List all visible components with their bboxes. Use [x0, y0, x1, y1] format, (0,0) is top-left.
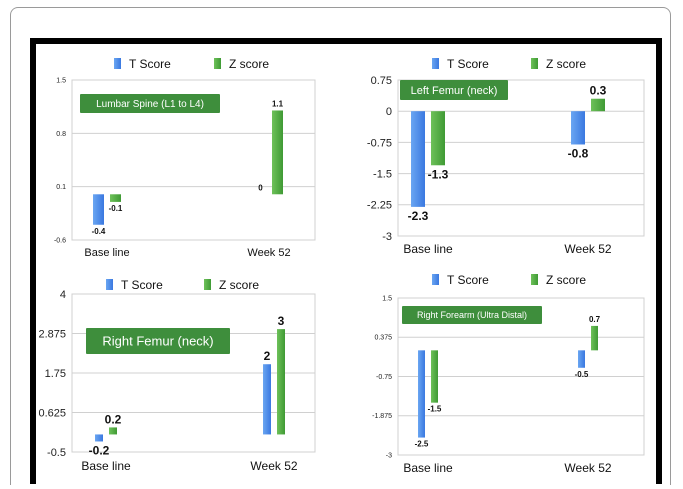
- chart-title: Right Forearm (Ultra Distal): [417, 310, 527, 320]
- chart-title-badge: [80, 94, 220, 113]
- t-score-bar-week52: [263, 364, 271, 435]
- data-label: -0.1: [109, 204, 123, 213]
- legend-label-t-score: T Score: [447, 273, 489, 287]
- x-category-label: Week 52: [247, 247, 290, 259]
- t-score-bar-baseline: [418, 350, 425, 438]
- y-tick-label: -1.5: [373, 168, 392, 180]
- legend-swatch-t-score: [432, 274, 439, 285]
- chart-title: Left Femur (neck): [411, 85, 498, 97]
- y-tick-label: 0.625: [38, 407, 66, 419]
- page-border: [10, 7, 671, 485]
- y-tick-label: 1.5: [382, 295, 392, 302]
- y-tick-label: -3: [386, 452, 392, 459]
- legend-swatch-z-score: [531, 274, 538, 285]
- y-tick-label: -1.875: [372, 413, 392, 420]
- legend-label-z-score: Z score: [229, 57, 269, 71]
- data-label: 1.1: [272, 99, 284, 108]
- chart-panel-3: 4 2.875 1.75 0.625 -0.5 T Score Z score -0.2 2 0.…: [38, 278, 316, 473]
- x-category-label: Base line: [84, 247, 129, 259]
- x-category-label: Base line: [81, 459, 131, 473]
- x-category-label: Base line: [403, 461, 453, 475]
- legend-label-t-score: T Score: [121, 278, 163, 292]
- y-tick-label: -0.5: [47, 447, 66, 459]
- t-score-bar-baseline: [411, 111, 425, 207]
- chart-title: Right Femur (neck): [102, 334, 213, 349]
- z-score-bar-baseline: [431, 111, 445, 166]
- legend-label-z-score: Z score: [546, 57, 586, 71]
- y-tick-label: 4: [60, 289, 66, 301]
- x-category-label: Week 52: [250, 459, 297, 473]
- chart-panel-4: 1.5 0.375 -0.75 -1.875 -3 T Score Z score -2.5 -…: [372, 273, 645, 475]
- legend-label-t-score: T Score: [447, 57, 489, 71]
- y-tick-label: -2.25: [367, 200, 392, 212]
- y-tick-label: -3: [382, 231, 392, 243]
- legend-label-t-score: T Score: [129, 57, 171, 71]
- chart-title: Lumbar Spine (L1 to L4): [96, 99, 204, 110]
- chart-title-badge: [86, 328, 230, 354]
- y-tick-label: 1.5: [56, 77, 66, 84]
- chart-panel-1: 1.5 0.8 0.1 -0.6 T Score Z score -0.4 0 -0.1 1.1 B…: [54, 57, 316, 259]
- y-tick-label: -0.75: [367, 137, 392, 149]
- y-tick-label: 0.8: [56, 131, 66, 138]
- chart-panel-2: 0.75 0 -0.75 -1.5 -2.25 -3 T Score Z score -2.3 -…: [367, 57, 645, 256]
- legend-label-z-score: Z score: [546, 273, 586, 287]
- t-score-bar-week52: [578, 350, 585, 368]
- legend-swatch-t-score: [114, 58, 121, 69]
- y-tick-label: 1.75: [45, 368, 66, 380]
- legend-swatch-z-score: [214, 58, 221, 69]
- data-label: 0.3: [590, 84, 607, 98]
- z-score-bar-week52: [277, 329, 285, 435]
- data-label: 0.2: [105, 412, 122, 426]
- legend-swatch-z-score: [531, 58, 538, 69]
- z-score-bar-baseline: [110, 194, 121, 202]
- data-label: -2.5: [415, 440, 429, 449]
- legend-swatch-t-score: [432, 58, 439, 69]
- data-label: 3: [278, 314, 285, 328]
- figure-panel: 1.5 0.8 0.1 -0.6 T Score Z score -0.4 0 -0.1 1.1 B…: [36, 44, 656, 484]
- bone-density-charts: 1.5 0.8 0.1 -0.6 T Score Z score -0.4 0 -0.1 1.1 B…: [38, 57, 645, 475]
- y-tick-label: -0.6: [54, 237, 66, 244]
- z-score-bar-baseline: [431, 350, 438, 403]
- data-label: 0.7: [589, 315, 601, 324]
- legend-swatch-z-score: [204, 279, 211, 290]
- t-score-bar-baseline: [93, 194, 104, 225]
- y-tick-label: 0.75: [371, 75, 392, 87]
- chart-title-badge: [402, 306, 542, 324]
- z-score-bar-week52: [591, 325, 598, 351]
- t-score-bar-baseline: [95, 434, 103, 442]
- z-score-bar-week52: [272, 110, 283, 195]
- y-tick-label: 0: [386, 106, 392, 118]
- y-tick-label: -0.75: [376, 374, 392, 381]
- data-label: 2: [264, 349, 271, 363]
- data-label: -0.5: [575, 370, 589, 379]
- data-label: -0.4: [92, 227, 106, 236]
- data-label: -0.8: [568, 146, 589, 160]
- z-score-bar-week52: [591, 98, 605, 112]
- legend-label-z-score: Z score: [219, 278, 259, 292]
- y-tick-label: 2.875: [38, 328, 66, 340]
- t-score-bar-week52: [571, 111, 585, 145]
- y-tick-label: 0.1: [56, 184, 66, 191]
- data-label: -1.3: [428, 167, 449, 181]
- legend-swatch-t-score: [106, 279, 113, 290]
- x-category-label: Base line: [403, 242, 453, 256]
- data-label: -2.3: [408, 209, 429, 223]
- chart-title-badge: [400, 80, 508, 100]
- z-score-bar-baseline: [109, 427, 117, 435]
- x-category-label: Week 52: [564, 461, 611, 475]
- y-tick-label: 0.375: [374, 335, 392, 342]
- data-label: -1.5: [428, 405, 442, 414]
- data-label: -0.2: [89, 443, 110, 457]
- x-category-label: Week 52: [564, 242, 611, 256]
- data-label: 0: [258, 183, 263, 192]
